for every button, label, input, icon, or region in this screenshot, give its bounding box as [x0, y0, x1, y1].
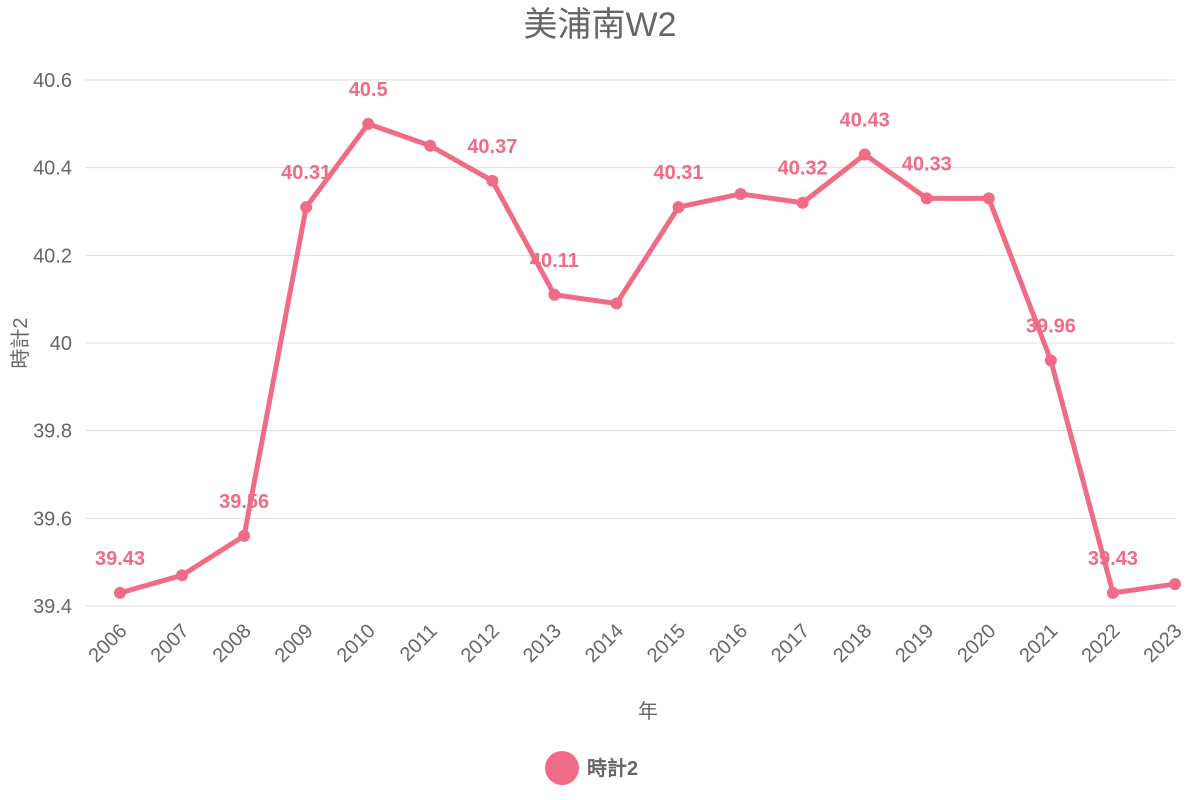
data-point	[424, 139, 437, 152]
series-line	[119, 121, 1176, 596]
data-point	[920, 192, 933, 205]
data-label: 40.31	[653, 162, 703, 184]
data-point	[114, 586, 126, 599]
data-label: 40.33	[902, 153, 952, 175]
y-tick-label: 40.6	[33, 70, 72, 92]
x-tick-label: 2019	[891, 620, 938, 667]
data-label: 39.56	[219, 491, 269, 513]
y-axis-label: 時計2	[9, 317, 32, 368]
x-tick-label: 2023	[1140, 620, 1187, 667]
x-tick-label: 2022	[1077, 620, 1124, 667]
data-point	[610, 297, 623, 310]
x-tick-label: 2012	[457, 620, 504, 667]
data-point	[734, 187, 747, 200]
data-label: 39.96	[1026, 316, 1076, 338]
legend[interactable]: 時計2	[545, 751, 638, 785]
chart-title: 美浦南W2	[524, 6, 677, 44]
x-tick-label: 2006	[85, 620, 132, 667]
data-point	[796, 196, 809, 209]
data-point	[548, 288, 561, 301]
legend-label: 時計2	[587, 756, 638, 780]
x-tick-label: 2018	[829, 620, 876, 667]
data-point	[982, 192, 995, 205]
data-point	[672, 201, 685, 214]
y-tick-label: 39.6	[33, 508, 72, 530]
x-tick-label: 2017	[767, 620, 814, 667]
y-tick-label: 40.2	[33, 245, 72, 267]
data-point	[300, 201, 313, 214]
data-label: 40.11	[530, 250, 579, 272]
data-point	[1044, 354, 1057, 367]
x-tick-label: 2007	[147, 620, 194, 667]
y-tick-label: 40	[50, 333, 72, 355]
x-tick-label: 2015	[643, 620, 690, 667]
data-point	[362, 117, 375, 130]
x-tick-label: 2013	[519, 620, 566, 667]
y-tick-label: 40.4	[33, 158, 72, 180]
x-tick-label: 2014	[581, 620, 628, 667]
x-tick-label: 2016	[705, 620, 752, 667]
data-label: 40.31	[281, 162, 331, 184]
x-tick-label: 2009	[271, 620, 318, 667]
x-tick-label: 2008	[209, 620, 256, 667]
x-axis-label: 年	[638, 700, 658, 723]
x-tick-label: 2020	[953, 620, 1000, 667]
x-tick-label: 2021	[1015, 620, 1062, 667]
data-point	[176, 569, 189, 582]
data-point	[1106, 586, 1119, 599]
data-label: 40.5	[349, 79, 388, 101]
legend-marker	[545, 751, 579, 785]
data-point	[858, 148, 871, 161]
data-point	[238, 529, 251, 542]
data-label: 39.43	[1088, 548, 1138, 570]
data-label: 40.37	[467, 136, 517, 158]
x-tick-label: 2011	[396, 620, 442, 666]
y-tick-label: 39.4	[33, 596, 72, 618]
data-label: 40.32	[778, 158, 828, 180]
y-tick-label: 39.8	[33, 421, 72, 443]
x-tick-label: 2010	[333, 620, 380, 667]
data-label: 40.43	[840, 110, 890, 132]
data-point	[1169, 578, 1181, 591]
data-point	[486, 174, 499, 187]
data-label: 39.43	[95, 548, 145, 570]
